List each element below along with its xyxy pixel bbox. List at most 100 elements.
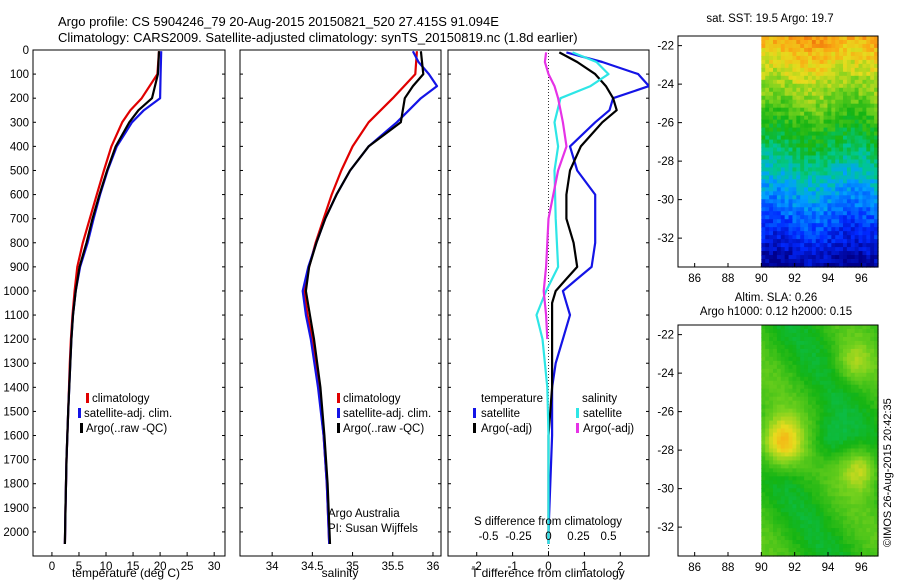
heatmap-cell [870,111,875,117]
heatmap-cell [835,235,840,240]
heatmap-cell [831,55,836,61]
heatmap-cell [819,376,825,382]
heatmap-cell [765,231,770,236]
heatmap-cell [823,223,829,228]
heatmap-cell [815,540,821,545]
heatmap-cell [780,492,786,497]
heatmap-cell [843,43,848,49]
heatmap-cell [823,452,829,458]
heatmap-cell [827,71,832,77]
heatmap-cell [827,472,832,477]
heatmap-cell [815,43,821,49]
heatmap-cell [819,135,825,141]
heatmap-cell [866,420,871,426]
heatmap-cell [874,516,879,521]
heatmap-cell [773,163,778,169]
sla-map-frame [677,324,879,557]
heatmap-cell [780,432,786,438]
heatmap-cell [765,87,770,93]
heatmap-cell [769,476,774,481]
heatmap-cell [765,207,770,212]
heatmap-cell [800,536,805,541]
heatmap-cell [761,131,766,137]
heatmap-cell [850,119,856,125]
heatmap-cell [823,344,829,350]
heatmap-cell [773,444,778,450]
heatmap-cell [827,223,832,228]
heatmap-cell [769,444,774,450]
heatmap-cell [811,207,817,212]
heatmap-cell [831,163,836,169]
heatmap-cell [788,388,794,394]
heatmap-cell [784,436,790,442]
heatmap-cell [870,548,875,553]
heatmap-cell [819,412,825,418]
heatmap-cell [874,151,879,157]
heatmap-cell [804,39,809,45]
heatmap-cell [800,36,805,41]
heatmap-cell [831,239,836,244]
heatmap-cell [765,159,770,165]
heatmap-cell [765,115,770,121]
heatmap-cell [831,420,836,426]
heatmap-cell [835,111,840,117]
heatmap-cell [788,203,794,208]
heatmap-cell [866,492,871,497]
heatmap-cell [800,83,805,89]
heatmap-cell [808,43,813,49]
heatmap-cell [843,67,848,73]
heatmap-cell [827,404,832,410]
heatmap-cell [761,392,766,398]
heatmap-cell [765,392,770,398]
heatmap-cell [796,255,801,260]
heatmap-cell [765,183,770,188]
heatmap-cell [808,332,813,338]
heatmap-cell [811,504,817,509]
heatmap-cell [823,227,829,232]
heatmap-cell [815,372,821,378]
heatmap-cell [773,520,778,525]
heatmap-cell [776,163,782,169]
heatmap-cell [792,183,797,188]
heatmap-cell [827,127,832,133]
heatmap-cell [839,167,844,173]
heatmap-cell [796,99,801,105]
heatmap-cell [827,524,832,529]
heatmap-cell [796,167,801,173]
heatmap-cell [761,544,766,549]
heatmap-cell [784,376,790,382]
heatmap-cell [827,75,832,81]
heatmap-cell [761,215,766,220]
heatmap-cell [858,420,864,426]
heatmap-cell [866,424,871,430]
heatmap-cell [792,143,797,149]
heatmap-cell [800,420,805,426]
heatmap-cell [800,47,805,53]
heatmap-cell [854,215,860,220]
heatmap-cell [761,67,766,73]
heatmap-cell [784,227,790,232]
heatmap-cell [784,203,790,208]
heatmap-cell [846,203,852,208]
heatmap-cell [827,63,832,69]
heatmap-cell [792,516,797,521]
heatmap-cell [819,364,825,370]
heatmap-cell [815,456,821,462]
heatmap-cell [788,183,794,188]
heatmap-cell [835,444,840,450]
heatmap-cell [843,75,848,81]
heatmap-cell [827,167,832,173]
heatmap-cell [846,528,852,533]
heatmap-cell [831,83,836,89]
heatmap-cell [831,135,836,141]
heatmap-cell [776,211,782,216]
heatmap-cell [804,424,809,430]
heatmap-cell [858,223,864,228]
heatmap-cell [823,496,829,501]
heatmap-cell [827,195,832,200]
heatmap-cell [792,336,797,342]
heatmap-cell [788,107,794,113]
heatmap-cell [866,115,871,121]
heatmap-cell [858,488,864,493]
heatmap-cell [796,424,801,430]
